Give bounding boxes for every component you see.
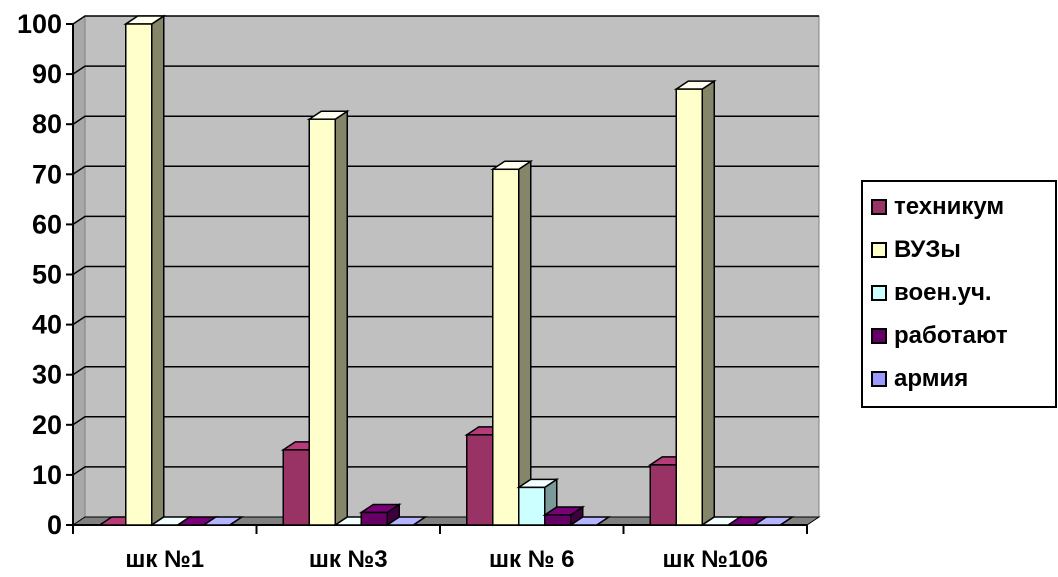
gridline bbox=[72, 165, 819, 175]
bar bbox=[490, 159, 534, 527]
bar-side bbox=[151, 14, 165, 527]
x-tick-label: шк №106 bbox=[663, 546, 768, 573]
legend-item: техникум bbox=[871, 192, 1004, 222]
gridline bbox=[72, 416, 819, 426]
gridline bbox=[72, 265, 819, 276]
bar-front bbox=[492, 168, 520, 526]
bar-front bbox=[466, 434, 494, 526]
legend-label: воен.уч. bbox=[894, 279, 992, 306]
legend-swatch bbox=[871, 199, 887, 215]
gridline bbox=[72, 15, 819, 25]
bar bbox=[358, 503, 402, 527]
gridline bbox=[72, 466, 819, 476]
gridline bbox=[72, 315, 819, 326]
legend-item: армия bbox=[871, 364, 968, 394]
y-tick-label: 100 bbox=[17, 9, 62, 39]
y-tick-label: 70 bbox=[32, 159, 62, 189]
y-tick-label: 80 bbox=[32, 109, 62, 139]
y-tick-label: 90 bbox=[32, 59, 62, 89]
y-tick-label: 30 bbox=[32, 360, 62, 390]
bar bbox=[201, 516, 245, 526]
x-tick-label: шк №1 bbox=[125, 546, 204, 573]
legend-label: ВУЗы bbox=[894, 236, 961, 263]
bar-side bbox=[518, 159, 532, 527]
y-tick-label: 50 bbox=[32, 260, 62, 290]
legend: техникум ВУЗы воен.уч. работают армия bbox=[861, 180, 1057, 408]
bar-top bbox=[751, 516, 795, 526]
legend-label: армия bbox=[894, 365, 969, 392]
bar-front bbox=[282, 449, 310, 526]
legend-swatch bbox=[871, 242, 887, 258]
legend-swatch bbox=[871, 328, 887, 344]
bar-front bbox=[518, 486, 546, 526]
legend-item: ВУЗы bbox=[871, 235, 961, 265]
gridline bbox=[72, 215, 819, 226]
bar-side bbox=[701, 79, 715, 527]
y-tick-label: 60 bbox=[32, 209, 62, 239]
bar-front bbox=[544, 514, 572, 526]
x-tick-label: шк № 6 bbox=[489, 546, 574, 573]
bars bbox=[97, 14, 795, 527]
bar bbox=[384, 516, 428, 526]
bar-front bbox=[649, 464, 677, 526]
bar-top bbox=[568, 516, 612, 526]
bar bbox=[568, 516, 612, 526]
bar-top bbox=[201, 516, 245, 526]
gridline bbox=[72, 115, 819, 125]
bar-front bbox=[675, 88, 703, 526]
x-tick-label: шк №3 bbox=[309, 546, 388, 573]
legend-item: работают bbox=[871, 321, 1008, 351]
bar bbox=[673, 79, 717, 527]
y-tick-label: 0 bbox=[47, 510, 62, 540]
x-axis-labels: шк №1 шк №3 шк № 6 шк №106 bbox=[72, 525, 808, 573]
bar-top bbox=[384, 516, 428, 526]
gridlines bbox=[72, 15, 819, 476]
gridline bbox=[72, 365, 819, 376]
bar-side bbox=[334, 109, 348, 527]
y-axis-ticks: 0 10 20 30 40 50 60 70 80 90 100 bbox=[17, 9, 73, 540]
legend-swatch bbox=[871, 371, 887, 387]
legend-label: техникум bbox=[894, 193, 1005, 220]
y-tick-label: 10 bbox=[32, 460, 62, 490]
bar bbox=[306, 109, 350, 527]
bar-front bbox=[308, 118, 336, 526]
legend-item: воен.уч. bbox=[871, 278, 992, 308]
legend-label: работают bbox=[894, 322, 1008, 349]
bar-front bbox=[360, 511, 388, 526]
gridline bbox=[72, 65, 819, 75]
legend-swatch bbox=[871, 285, 887, 301]
bar-front bbox=[125, 23, 153, 526]
bar bbox=[123, 14, 167, 527]
y-tick-label: 40 bbox=[32, 310, 62, 340]
bar bbox=[751, 516, 795, 526]
y-tick-label: 20 bbox=[32, 410, 62, 440]
